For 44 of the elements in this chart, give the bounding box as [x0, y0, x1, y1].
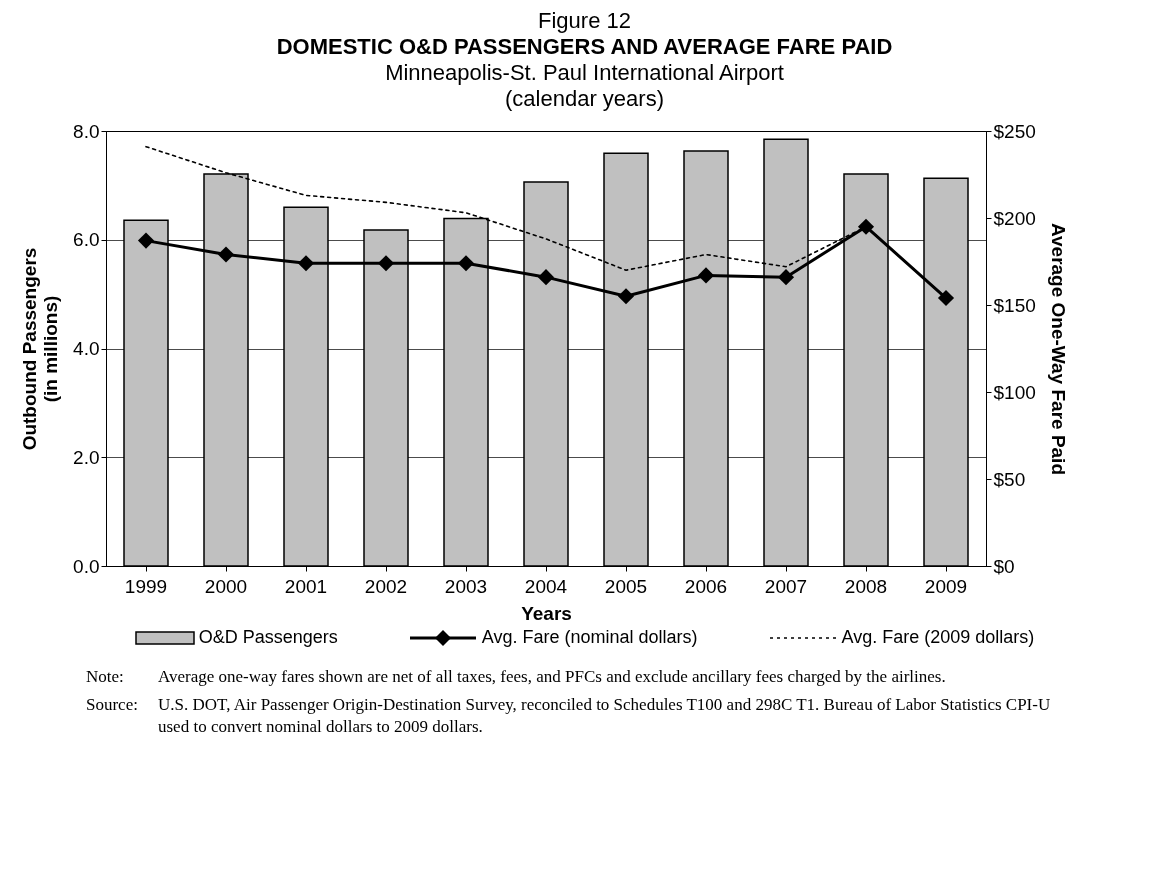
- y2-tick-label: $150: [993, 294, 1036, 316]
- legend-label: Avg. Fare (2009 dollars): [841, 627, 1035, 648]
- y-tick-label: 2.0: [73, 446, 100, 468]
- x-tick-label: 2003: [444, 575, 488, 597]
- x-tick-label: 2002: [364, 575, 408, 597]
- x-tick-label: 2009: [924, 575, 968, 597]
- x-tick-label: 2006: [684, 575, 728, 597]
- point: [137, 232, 155, 249]
- y-tick-label: 0.0: [73, 555, 100, 577]
- legend-label: Avg. Fare (nominal dollars): [481, 627, 698, 648]
- x-tick-label: 2007: [764, 575, 808, 597]
- point: [377, 255, 395, 272]
- text: Note: Average one-way fares shown are net of all taxes, fees, and PFCs and exclude ancillary fees charged by the airlines.: [86, 667, 946, 686]
- point: [857, 218, 875, 235]
- y-tick-label: 8.0: [73, 120, 100, 142]
- y2-tick-label: $0: [993, 555, 1015, 577]
- x-tick-label: 2004: [524, 575, 568, 597]
- y-axis-title: Outbound Passengers (in millions): [19, 247, 62, 451]
- source-note: Source: U.S. DOT, Air Passenger Origin-Destination Survey, reconciled to Schedules T100 and 298C T1. Bureau of Labor Statistics CPI-U used to convert nominal dollars to 2009 dollars.: [86, 694, 1052, 738]
- chart-title: DOMESTIC O&D PASSENGERS AND AVERAGE FARE PAID: [275, 34, 894, 60]
- x-tick-label: 2000: [204, 575, 248, 597]
- y-tick-label: 6.0: [73, 229, 100, 251]
- y2-tick-label: $200: [993, 207, 1036, 229]
- chart-subtitle: Minneapolis-St. Paul International Airport (calendar years): [384, 60, 785, 112]
- x-axis-title: Years: [521, 602, 572, 624]
- point: [537, 269, 555, 286]
- point: [217, 246, 235, 263]
- y2-axis-title: Average One-Way Fare Paid: [1047, 222, 1069, 476]
- y-tick-label: 4.0: [73, 338, 100, 359]
- point: [457, 255, 475, 272]
- y2-tick-label: $100: [993, 381, 1036, 403]
- point: [777, 269, 795, 286]
- caption: Figure 12: [537, 8, 632, 34]
- point: [937, 289, 955, 307]
- x-tick-label: 2005: [604, 575, 648, 597]
- x-tick-label: 1999: [124, 575, 168, 597]
- legend-label: O&D Passengers: [198, 627, 338, 648]
- point: [697, 267, 715, 284]
- y2-tick-label: $250: [993, 120, 1036, 142]
- x-tick-label: 2001: [284, 575, 328, 597]
- x-tick-label: 2008: [844, 575, 888, 597]
- y2-tick-label: $50: [993, 468, 1026, 490]
- point: [297, 255, 315, 272]
- point: [617, 288, 635, 305]
